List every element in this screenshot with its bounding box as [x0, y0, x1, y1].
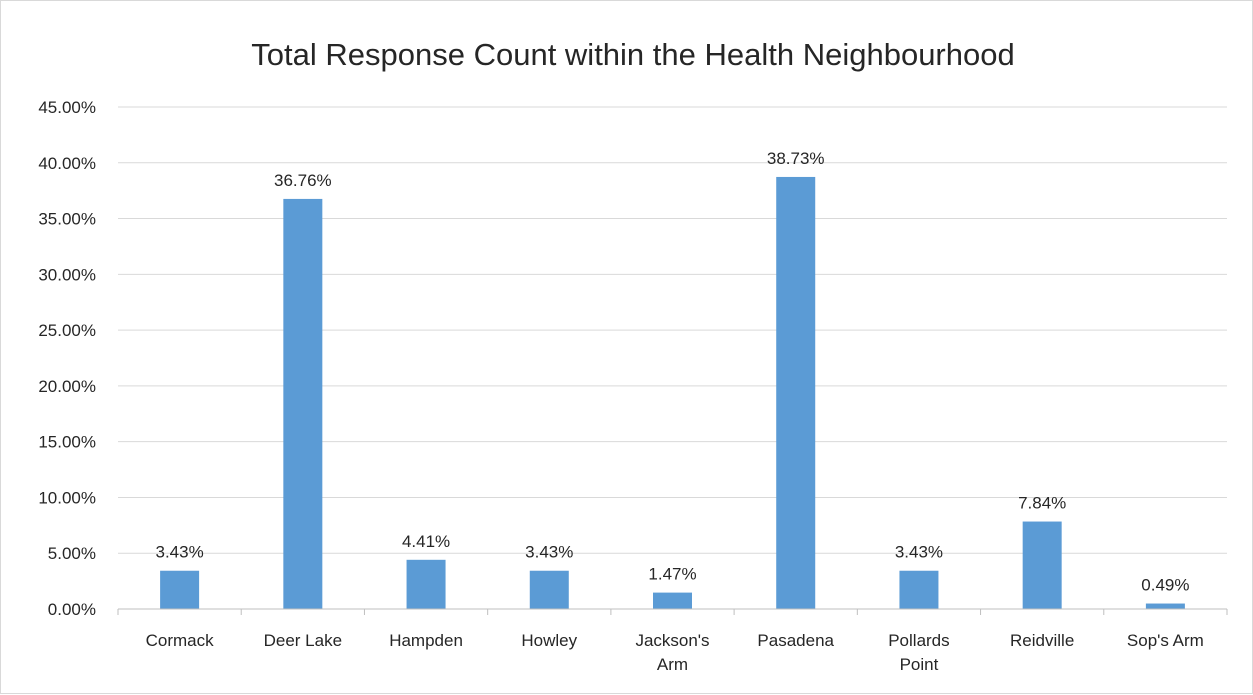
data-label: 1.47%: [648, 565, 696, 584]
x-tick-label: Reidville: [1010, 631, 1074, 650]
bar: [1145, 603, 1185, 609]
data-label: 3.43%: [525, 543, 573, 562]
bar: [160, 570, 200, 609]
x-axis-tick-labels: Cormack Deer Lake Hampden Howley Jackson's Ar…: [117, 609, 1228, 674]
x-tick-label: Cormack: [146, 631, 215, 650]
y-tick-label: 35.00%: [38, 210, 96, 229]
bar: [529, 570, 569, 609]
data-label: 36.76%: [274, 171, 332, 190]
data-label: 0.49%: [1141, 576, 1189, 595]
bars: [160, 176, 1185, 610]
bar: [283, 198, 323, 609]
x-tick-label: Jackson's Arm: [635, 631, 709, 674]
bar: [899, 570, 939, 609]
y-tick-label: 0.00%: [48, 600, 96, 619]
y-tick-label: 40.00%: [38, 154, 96, 173]
data-label: 4.41%: [402, 532, 450, 551]
y-axis-tick-labels: 0.00% 5.00% 10.00% 15.00% 20.00% 25.00% 30.00%…: [38, 98, 96, 619]
bar: [776, 176, 816, 610]
y-tick-label: 30.00%: [38, 265, 96, 284]
chart-title: Total Response Count within the Health N…: [251, 37, 1014, 72]
bar: [653, 592, 692, 609]
y-tick-label: 15.00%: [38, 433, 96, 452]
data-label: 38.73%: [767, 149, 825, 168]
x-tick-label: Pollards Point: [888, 631, 949, 674]
x-tick-label: Deer Lake: [264, 631, 342, 650]
x-tick-label: Sop's Arm: [1127, 631, 1204, 650]
y-tick-label: 5.00%: [48, 544, 96, 563]
y-tick-label: 20.00%: [38, 377, 96, 396]
data-label: 7.84%: [1018, 494, 1066, 513]
data-labels: 3.43% 36.76% 4.41% 3.43% 1.47% 38.73% 3.43% 7.8…: [156, 149, 1190, 595]
data-label: 3.43%: [895, 543, 943, 562]
y-tick-label: 25.00%: [38, 321, 96, 340]
x-tick-label: Howley: [521, 631, 577, 650]
x-tick-label: Hampden: [389, 631, 463, 650]
x-tick-label: Pasadena: [757, 631, 834, 650]
y-tick-label: 45.00%: [38, 98, 96, 117]
bar: [1022, 521, 1062, 609]
y-tick-label: 10.00%: [38, 488, 96, 507]
data-label: 3.43%: [156, 543, 204, 562]
bar: [406, 559, 446, 609]
